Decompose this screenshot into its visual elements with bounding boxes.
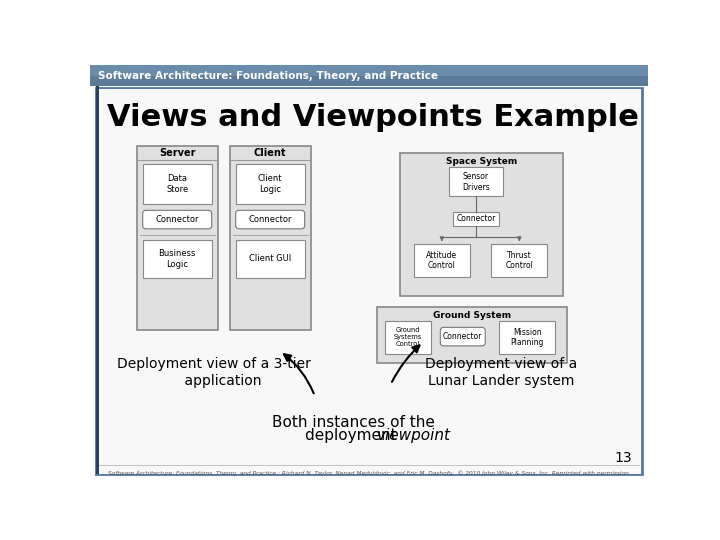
Text: Client
Logic: Client Logic xyxy=(258,174,282,194)
Bar xyxy=(235,164,305,204)
Bar xyxy=(492,244,547,276)
FancyBboxPatch shape xyxy=(143,211,212,229)
Bar xyxy=(90,65,648,76)
Bar xyxy=(499,321,555,354)
Text: Data
Store: Data Store xyxy=(166,174,189,194)
Text: Sensor
Drivers: Sensor Drivers xyxy=(462,172,490,192)
FancyBboxPatch shape xyxy=(441,327,485,346)
Text: 13: 13 xyxy=(615,450,632,464)
Text: Ground System: Ground System xyxy=(433,310,510,320)
Bar xyxy=(400,153,563,296)
Text: Attitude
Control: Attitude Control xyxy=(426,251,457,270)
Text: Ground
Systems
Control: Ground Systems Control xyxy=(394,327,422,347)
Bar xyxy=(377,307,567,363)
Bar xyxy=(230,146,311,330)
Text: Connector: Connector xyxy=(443,332,482,341)
Bar xyxy=(453,212,499,226)
Bar xyxy=(235,240,305,278)
Bar xyxy=(137,146,218,330)
Text: Space System: Space System xyxy=(446,157,517,166)
Text: Both instances of the: Both instances of the xyxy=(272,415,435,430)
Text: Client: Client xyxy=(254,148,287,158)
Text: Views and Viewpoints Example: Views and Viewpoints Example xyxy=(107,103,639,132)
Text: Server: Server xyxy=(159,148,195,158)
Text: deployment: deployment xyxy=(305,428,402,443)
Bar xyxy=(90,65,648,86)
Text: Software Architecture: Foundations, Theory, and Practice: Software Architecture: Foundations, Theo… xyxy=(98,71,438,80)
Text: Client GUI: Client GUI xyxy=(249,254,292,264)
Bar xyxy=(449,167,503,197)
Text: Business
Logic: Business Logic xyxy=(158,249,196,268)
Text: Mission
Planning: Mission Planning xyxy=(510,328,544,347)
FancyBboxPatch shape xyxy=(235,211,305,229)
Bar xyxy=(96,86,99,475)
Text: Connector: Connector xyxy=(248,215,292,224)
Text: Connector: Connector xyxy=(156,215,199,224)
Bar xyxy=(384,321,431,354)
Text: viewpoint: viewpoint xyxy=(377,428,451,443)
Bar xyxy=(143,240,212,278)
Text: Software Architecture: Foundations, Theory, and Practice : Richard N. Taylor, Ne: Software Architecture: Foundations, Theo… xyxy=(107,470,631,476)
Text: Connector: Connector xyxy=(456,214,495,224)
Text: Deployment view of a 3-tier
    application: Deployment view of a 3-tier application xyxy=(117,357,311,388)
Text: Thrust
Control: Thrust Control xyxy=(505,251,534,270)
Bar xyxy=(414,244,469,276)
Bar xyxy=(143,164,212,204)
Text: Deployment view of a
Lunar Lander system: Deployment view of a Lunar Lander system xyxy=(425,357,577,388)
